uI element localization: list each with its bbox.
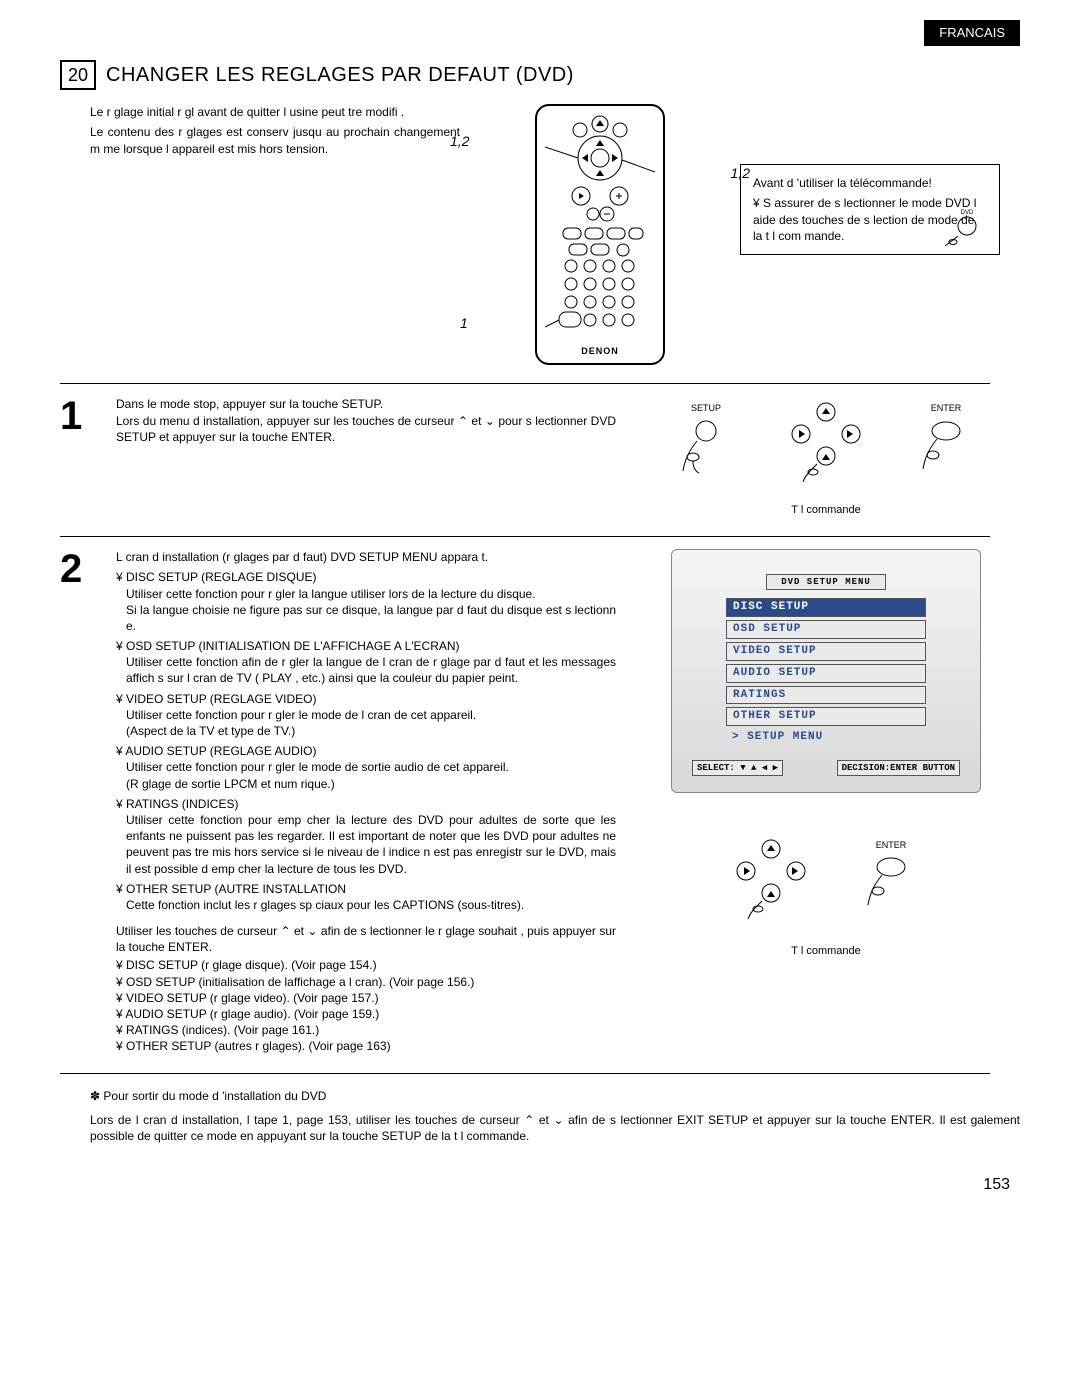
remote-svg [545,112,655,342]
menu-item: RATINGS [726,686,926,705]
menu-footer-select: SELECT: ▼ ▲ ◀ ▶ [692,760,783,776]
setup-item-head: ¥ VIDEO SETUP (REGLAGE VIDEO) [116,691,616,707]
divider [60,383,990,384]
setup-item-body: Utiliser cette fonction pour emp cher la… [126,812,616,877]
setup-ref: ¥ DISC SETUP (r glage disque). (Voir pag… [116,957,616,973]
setup-item-head: ¥ DISC SETUP (REGLAGE DISQUE) [116,569,616,585]
svg-text:DVD: DVD [961,210,974,216]
step-2-number: 2 [60,549,100,1054]
menu-item: VIDEO SETUP [726,642,926,661]
setup-item-body: Cette fonction inclut les r glages sp ci… [126,897,616,913]
step-1-number: 1 [60,396,100,518]
setup-item-body: Utiliser cette fonction pour r gler le m… [126,759,616,791]
intro-text: Le r glage initial r gl avant de quitter… [90,104,460,365]
menu-item: AUDIO SETUP [726,664,926,683]
menu-item: OTHER SETUP [726,707,926,726]
language-tag: FRANCAIS [924,20,1020,46]
setup-item-body: Utiliser cette fonction pour r gler le m… [126,707,616,739]
enter-button-icon: ENTER [866,839,916,918]
step-2-after: Utiliser les touches de curseur ⌃ et ⌄ a… [116,923,616,955]
menu-footer-decision: DECISION:ENTER BUTTON [837,760,960,776]
step-1: 1 Dans le mode stop, appuyer sur la touc… [60,396,1020,518]
intro-p2: Le contenu des r glages est conserv jusq… [90,124,460,156]
setup-ref: ¥ RATINGS (indices). (Voir page 161.) [116,1022,616,1038]
exit-note-title: ✽ Pour sortir du mode d 'installation du… [90,1088,1020,1104]
exit-note-body: Lors de l cran d installation, l tape 1,… [90,1112,1020,1144]
remote-diagram: 1,2 1,2 1 [480,104,720,365]
page-number: 153 [60,1174,1010,1196]
setup-ref: ¥ AUDIO SETUP (r glage audio). (Voir pag… [116,1006,616,1022]
callout-1-2a: 1,2 [450,132,469,151]
menu-title: DVD SETUP MENU [766,574,886,590]
setup-item-body: Utiliser cette fonction afin de r gler l… [126,654,616,686]
brand-label: DENON [543,345,657,357]
setup-ref: ¥ VIDEO SETUP (r glage video). (Voir pag… [116,990,616,1006]
setup-item-head: ¥ RATINGS (INDICES) [116,796,616,812]
step-2-intro: L cran d installation (r glages par d fa… [116,549,616,565]
step-2-caption: T l commande [791,944,861,959]
setup-item-head: ¥ AUDIO SETUP (REGLAGE AUDIO) [116,743,616,759]
section-title: CHANGER LES REGLAGES PAR DEFAUT (DVD) [106,62,574,89]
divider [60,1073,990,1074]
setup-ref: ¥ OSD SETUP (initialisation de laffichag… [116,974,616,990]
divider [60,536,990,537]
cursor-pad-icon [736,839,806,924]
step-2: 2 L cran d installation (r glages par d … [60,549,1020,1054]
callout-1: 1 [460,314,468,333]
section-number-box: 20 [60,60,96,90]
enter-button-icon: ENTER [921,402,971,481]
sidebox-title: Avant d 'utiliser la télécommande! [753,175,987,191]
step-1-caption: T l commande [791,503,861,518]
intro-p1: Le r glage initial r gl avant de quitter… [90,104,460,120]
section-heading: 20 CHANGER LES REGLAGES PAR DEFAUT (DVD) [60,60,1020,90]
cursor-pad-icon [791,402,861,487]
dvd-mode-icon: DVD [945,206,989,246]
setup-button-icon: SETUP [681,402,731,481]
setup-ref: ¥ OTHER SETUP (autres r glages). (Voir p… [116,1038,616,1054]
before-use-box: Avant d 'utiliser la télécommande! ¥ S a… [740,164,1000,255]
menu-item: > SETUP MENU [726,729,926,746]
setup-item-body: Utiliser cette fonction pour r gler la l… [126,586,616,635]
setup-item-head: ¥ OTHER SETUP (AUTRE INSTALLATION [116,881,616,897]
step-1-text: Dans le mode stop, appuyer sur la touche… [116,396,616,518]
menu-item: DISC SETUP [726,598,926,617]
step-2-text: L cran d installation (r glages par d fa… [116,549,616,1054]
dvd-setup-menu-screen: DVD SETUP MENU DISC SETUP OSD SETUP VIDEO … [671,549,981,793]
setup-item-head: ¥ OSD SETUP (INITIALISATION DE L'AFFICHA… [116,638,616,654]
menu-item: OSD SETUP [726,620,926,639]
